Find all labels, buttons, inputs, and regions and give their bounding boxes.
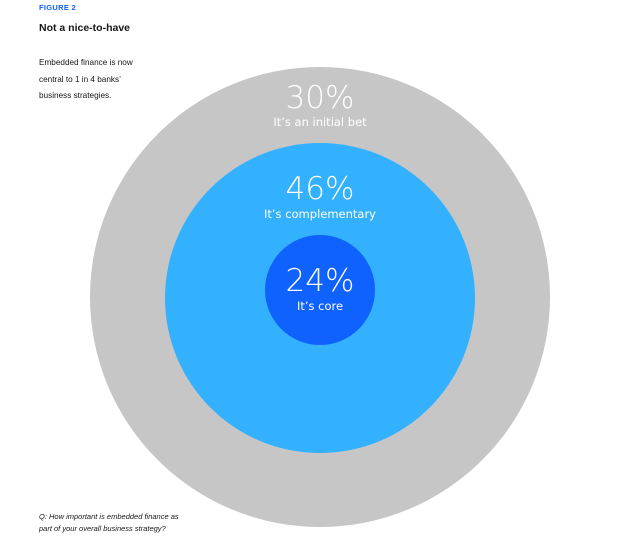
value-label-outer: 30% (286, 80, 355, 116)
survey-question: Q: How important is embedded finance as … (39, 511, 209, 535)
figure-label: FIGURE 2 (39, 3, 76, 12)
category-label-inner: It’s core (297, 299, 343, 313)
subtitle-line: business strategies. (39, 91, 112, 100)
question-line: part of your overall business strategy? (39, 524, 166, 533)
figure-title: Not a nice-to-have (39, 22, 131, 34)
category-label-middle: It’s complementary (264, 207, 376, 221)
ring-inner (265, 235, 375, 345)
value-label-middle: 46% (286, 171, 355, 207)
question-line: Q: How important is embedded finance as (39, 512, 179, 521)
subtitle-line: central to 1 in 4 banks’ (39, 74, 121, 84)
subtitle-line: Embedded finance is now (39, 58, 133, 67)
value-label-inner: 24% (286, 263, 355, 299)
figure-subtitle: Embedded finance is now central to 1 in … (39, 55, 189, 105)
category-label-outer: It’s an initial bet (273, 115, 367, 129)
